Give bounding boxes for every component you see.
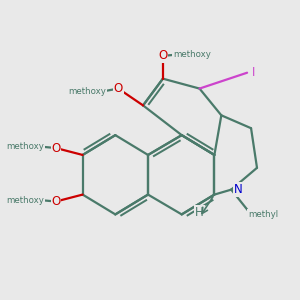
- Text: methoxy: methoxy: [69, 87, 106, 96]
- Text: H: H: [195, 206, 204, 218]
- Text: O: O: [158, 50, 167, 62]
- Text: O: O: [51, 142, 61, 154]
- Text: methyl: methyl: [248, 210, 278, 219]
- Text: I: I: [252, 66, 255, 79]
- Text: methoxy: methoxy: [173, 50, 211, 59]
- Text: N: N: [233, 183, 242, 196]
- Text: O: O: [51, 195, 61, 208]
- Text: methoxy: methoxy: [6, 196, 44, 205]
- Text: O: O: [114, 82, 123, 95]
- Text: methoxy: methoxy: [6, 142, 44, 151]
